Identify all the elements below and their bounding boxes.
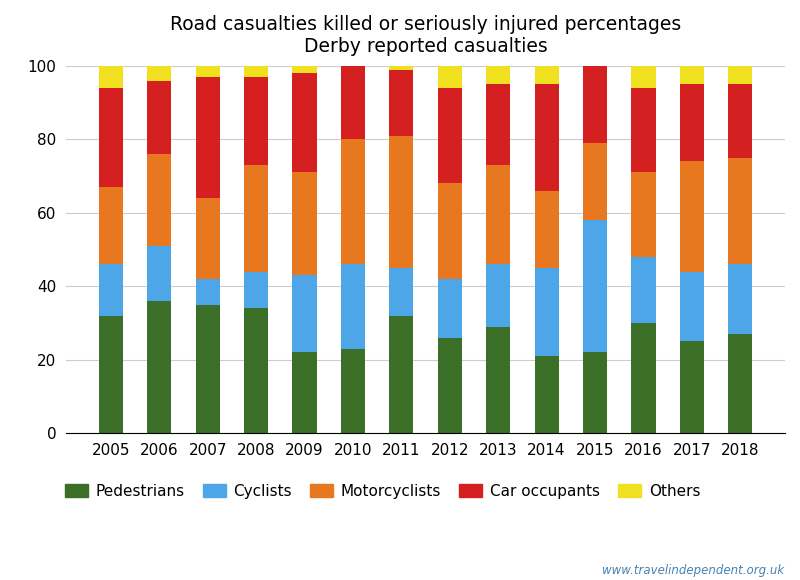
Bar [390,70,414,136]
Bar [728,84,752,158]
Bar [390,66,414,70]
Bar [486,84,510,165]
Bar [534,191,558,268]
Bar [293,73,317,172]
Bar [728,264,752,334]
Bar [244,309,268,433]
Bar [534,66,558,84]
Bar [486,165,510,264]
Bar [341,66,365,139]
Bar [680,342,704,433]
Bar [680,66,704,84]
Bar [583,143,607,220]
Bar [341,264,365,349]
Bar [99,66,123,88]
Bar [438,66,462,88]
Bar [631,66,655,88]
Bar [293,172,317,276]
Text: www.travelindependent.org.uk: www.travelindependent.org.uk [602,564,784,577]
Bar [534,356,558,433]
Bar [680,161,704,271]
Bar [631,323,655,433]
Bar [99,187,123,264]
Bar [341,139,365,264]
Bar [438,88,462,183]
Bar [147,246,171,301]
Bar [728,66,752,84]
Bar [728,334,752,433]
Bar [438,183,462,279]
Bar [99,264,123,316]
Bar [293,276,317,353]
Bar [534,268,558,356]
Bar [486,327,510,433]
Bar [244,77,268,165]
Bar [147,66,171,81]
Bar [390,316,414,433]
Bar [293,66,317,73]
Title: Road casualties killed or seriously injured percentages
Derby reported casualtie: Road casualties killed or seriously inju… [170,15,682,56]
Bar [147,301,171,433]
Bar [631,257,655,323]
Bar [631,172,655,257]
Bar [583,353,607,433]
Bar [147,81,171,154]
Bar [244,66,268,77]
Bar [438,279,462,338]
Legend: Pedestrians, Cyclists, Motorcyclists, Car occupants, Others: Pedestrians, Cyclists, Motorcyclists, Ca… [58,477,706,505]
Bar [293,353,317,433]
Bar [196,66,220,77]
Bar [147,154,171,246]
Bar [680,271,704,342]
Bar [196,77,220,198]
Bar [728,158,752,264]
Bar [680,84,704,161]
Bar [196,198,220,279]
Bar [534,84,558,191]
Bar [583,66,607,143]
Bar [631,88,655,172]
Bar [196,304,220,433]
Bar [99,88,123,187]
Bar [196,279,220,305]
Bar [341,349,365,433]
Bar [390,268,414,316]
Bar [390,136,414,268]
Bar [244,271,268,309]
Bar [583,220,607,353]
Bar [486,66,510,84]
Bar [99,316,123,433]
Bar [244,165,268,271]
Bar [438,338,462,433]
Bar [486,264,510,327]
